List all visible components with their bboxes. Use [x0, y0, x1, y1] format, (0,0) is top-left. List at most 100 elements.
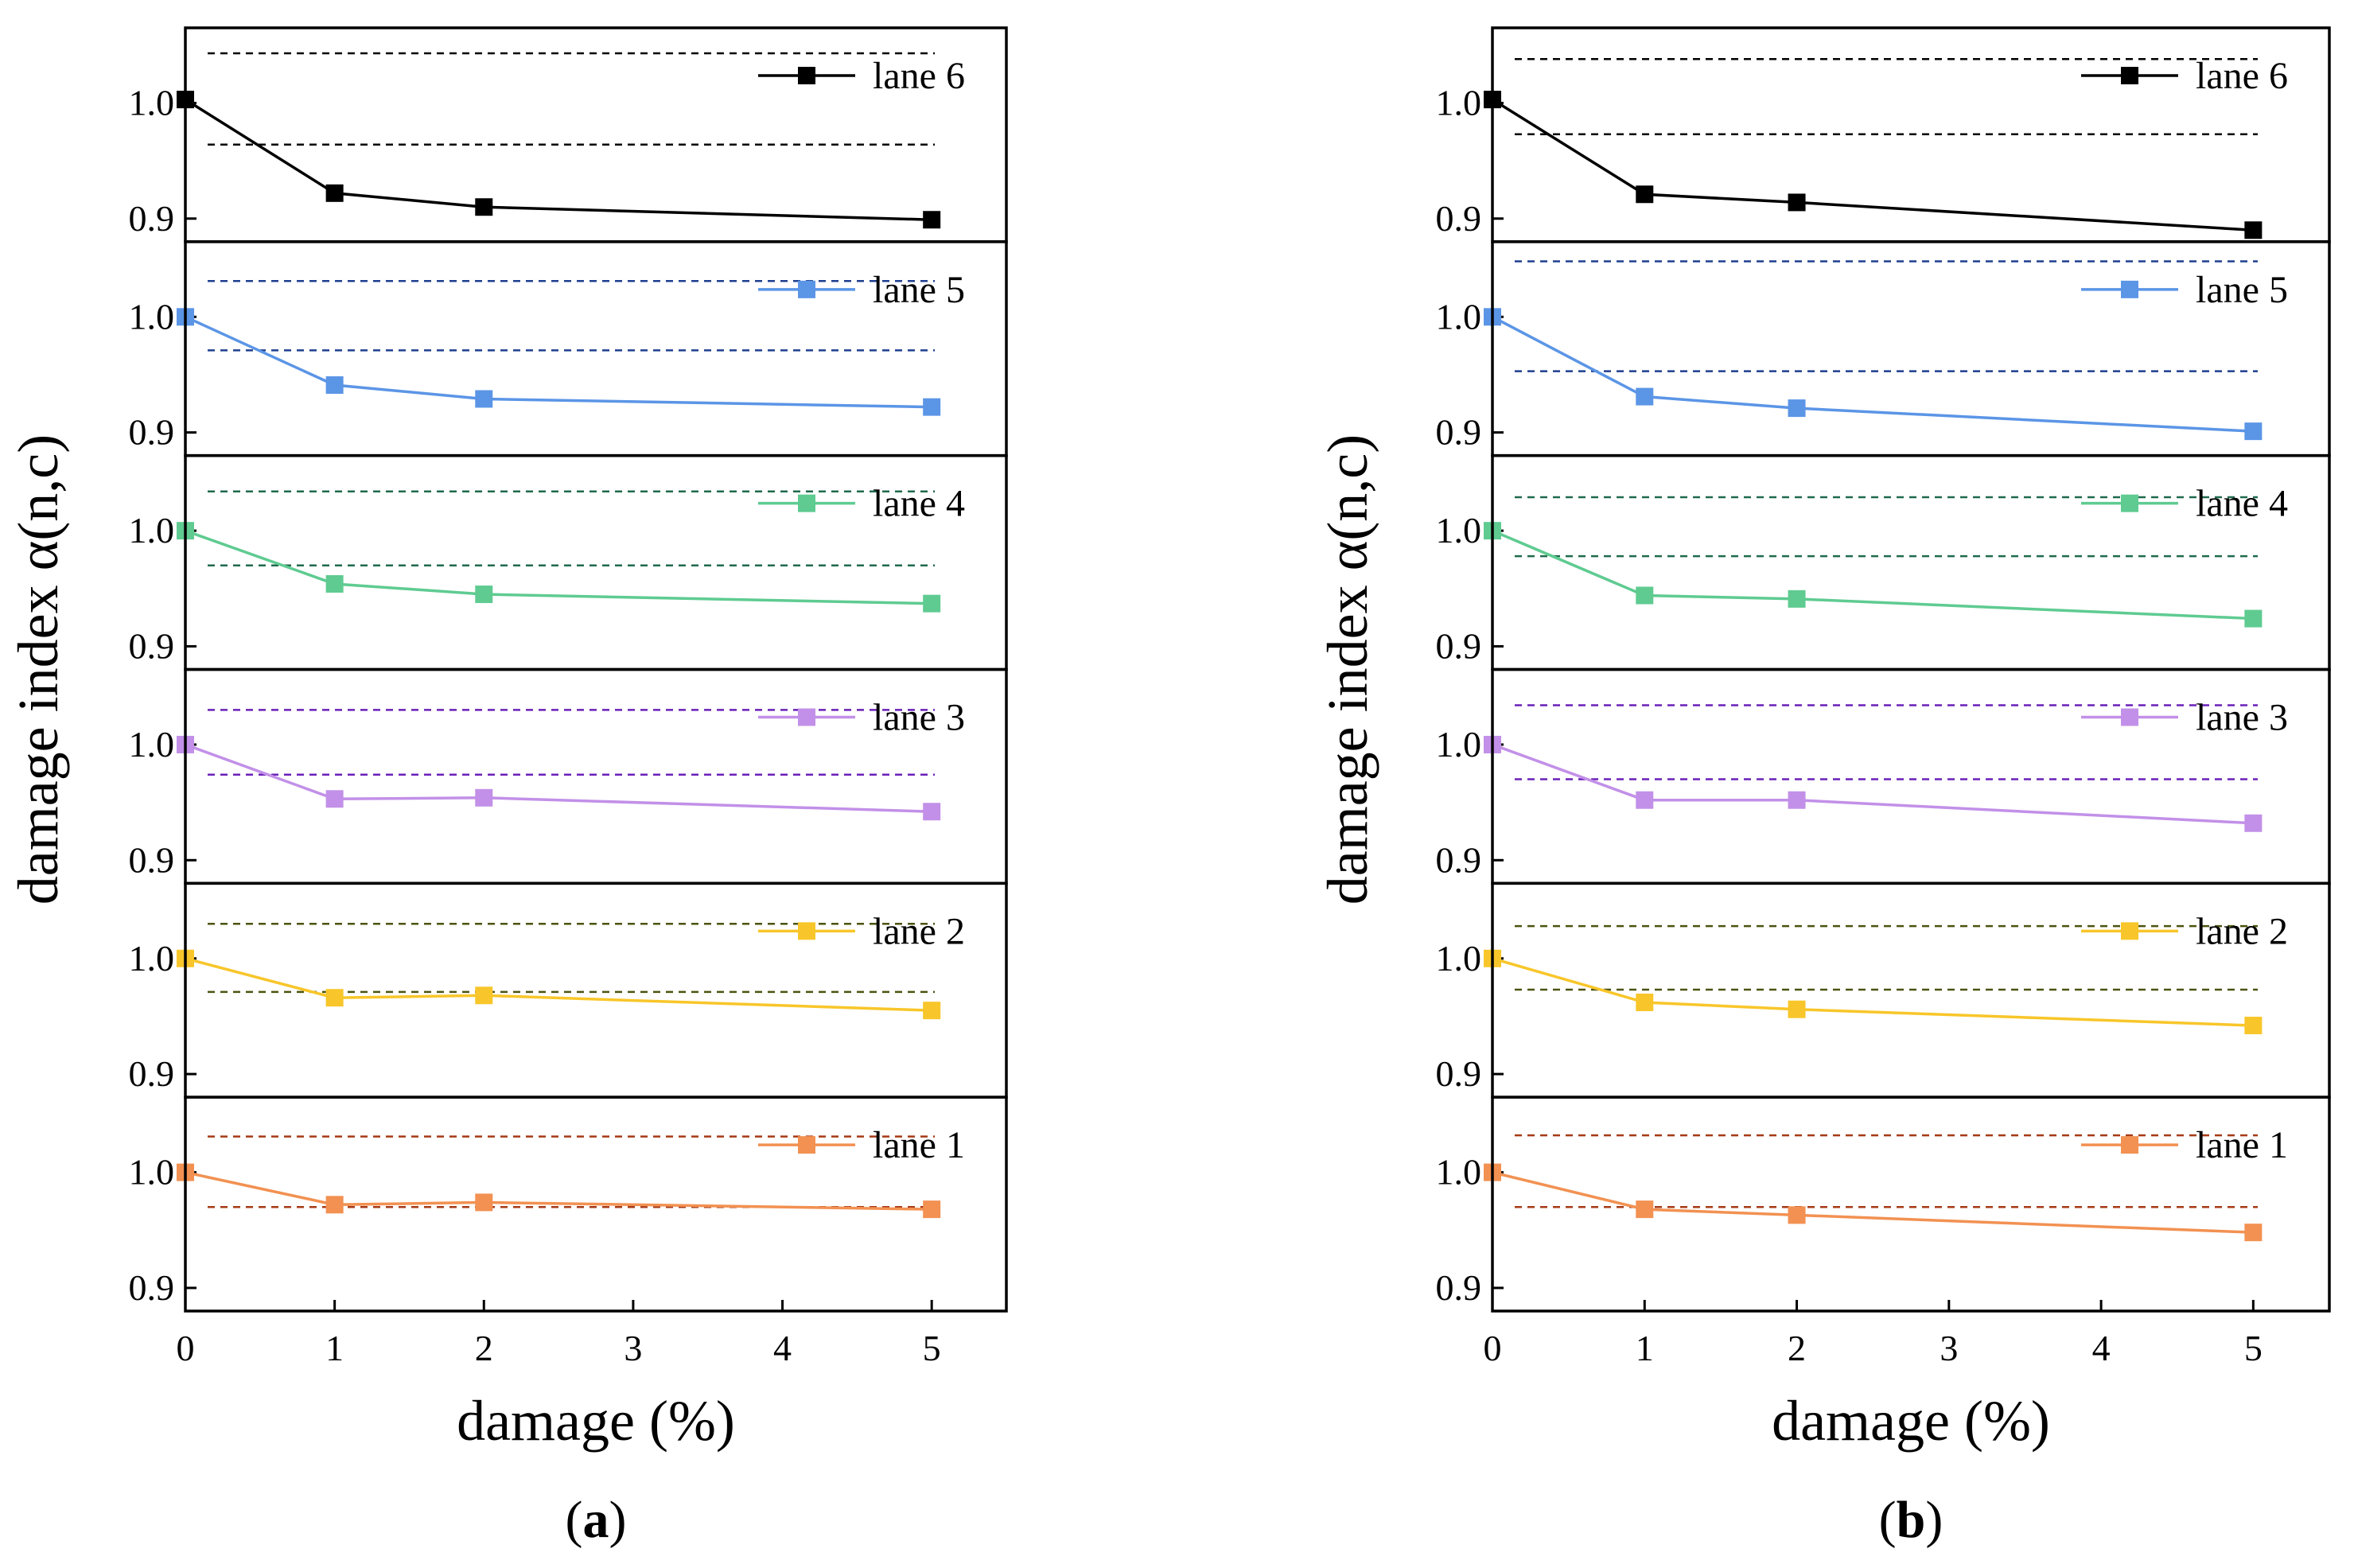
- data-point: [1788, 399, 1806, 418]
- legend-marker: [798, 67, 815, 84]
- data-point: [475, 986, 493, 1005]
- data-point: [325, 184, 344, 202]
- panel-label-close-paren: ): [1925, 1491, 1943, 1549]
- panel-label-close-paren: ): [609, 1491, 627, 1549]
- data-point: [1788, 1206, 1806, 1224]
- series-line: [185, 529, 932, 605]
- series-line: [185, 98, 932, 221]
- panel-label-letter: b: [1897, 1491, 1926, 1549]
- legend-label: lane 4: [873, 483, 965, 525]
- panel-label-open-paren: (: [566, 1491, 583, 1549]
- legend-label: lane 6: [2196, 55, 2288, 97]
- y-tick-label: 1.0: [1436, 1152, 1482, 1193]
- data-point: [325, 989, 344, 1007]
- data-point: [325, 376, 344, 395]
- data-point: [2244, 221, 2263, 239]
- legend-label: lane 4: [2196, 483, 2288, 525]
- data-point: [1788, 193, 1806, 212]
- legend-label: lane 5: [873, 269, 965, 311]
- y-tick-label: 1.0: [129, 724, 175, 765]
- x-tick-label: 4: [2092, 1328, 2111, 1368]
- series-line: [185, 1170, 932, 1211]
- subplot-lane-3: 0.9 1.0 lane 3: [129, 667, 1008, 885]
- y-tick-label: 0.9: [129, 1267, 175, 1308]
- data-point: [1636, 1200, 1654, 1219]
- legend-marker: [2121, 280, 2138, 298]
- subplot-lane-6: 0.9 1.0 lane 6: [129, 26, 1008, 243]
- data-point: [1788, 1000, 1806, 1018]
- legend-marker: [2121, 494, 2138, 512]
- legend-marker: [2121, 708, 2138, 726]
- y-axis-title: damage index α(n,c): [6, 434, 70, 905]
- x-tick-label: 3: [624, 1328, 642, 1368]
- legend-label: lane 2: [873, 910, 965, 952]
- x-tick-label: 2: [475, 1328, 493, 1368]
- subplot-lane-5: 0.9 1.0 lane 5: [1436, 240, 2331, 457]
- subplot-lane-6: 0.9 1.0 lane 6: [1436, 26, 2331, 243]
- data-point: [1636, 994, 1654, 1012]
- legend-marker: [798, 280, 815, 298]
- data-point: [923, 803, 941, 821]
- legend-marker: [798, 494, 815, 512]
- data-point: [1788, 791, 1806, 809]
- y-tick-label: 0.9: [129, 625, 175, 666]
- legend-label: lane 6: [873, 55, 965, 97]
- x-tick-label: 1: [325, 1328, 344, 1368]
- series-line: [1492, 98, 2254, 232]
- series-line: [1492, 315, 2254, 433]
- data-point: [475, 788, 493, 807]
- x-axis-title: damage (%): [1772, 1389, 2050, 1453]
- data-point: [475, 586, 493, 604]
- y-tick-label: 0.9: [129, 198, 175, 239]
- data-point: [923, 211, 941, 229]
- subplot-lane-3: 0.9 1.0 lane 3: [1436, 667, 2331, 885]
- subplot-lane-2: 0.9 1.0 lane 2: [129, 881, 1008, 1099]
- y-tick-label: 0.9: [129, 412, 175, 453]
- data-point: [325, 574, 344, 593]
- y-tick-label: 1.0: [1436, 724, 1482, 765]
- subplot-lane-4: 0.9 1.0 lane 4: [129, 453, 1008, 671]
- data-point: [1636, 586, 1654, 605]
- y-tick-label: 0.9: [129, 839, 175, 880]
- data-point: [2244, 609, 2263, 628]
- legend-label: lane 3: [873, 697, 965, 739]
- y-tick-label: 1.0: [129, 938, 175, 979]
- legend-marker: [798, 1136, 815, 1154]
- data-point: [1636, 791, 1654, 809]
- x-tick-label: 0: [177, 1328, 195, 1368]
- x-tick-label: 5: [2244, 1328, 2263, 1368]
- data-point: [1788, 589, 1806, 608]
- legend-label: lane 5: [2196, 269, 2288, 311]
- series-line: [185, 743, 932, 813]
- subplot-lane-1: 0.9 1.0 lane 1: [1436, 1095, 2331, 1313]
- y-tick-label: 0.9: [1436, 1053, 1482, 1094]
- series-line: [1492, 957, 2254, 1027]
- y-tick-label: 0.9: [1436, 839, 1482, 880]
- legend-label: lane 3: [2196, 697, 2288, 739]
- x-tick-label: 1: [1636, 1328, 1654, 1368]
- panel-label: (b): [1879, 1491, 1944, 1549]
- panel-label-letter: a: [583, 1491, 609, 1549]
- data-point: [2244, 1017, 2263, 1035]
- panel-label-open-paren: (: [1879, 1491, 1897, 1549]
- y-tick-label: 1.0: [129, 1152, 175, 1193]
- legend-marker: [798, 708, 815, 726]
- data-point: [325, 1196, 344, 1214]
- chart-panel-a: 0.9 1.0 lane 6 0.9 1.0 lane 5 0.9 1.0 lane 4 0.9 1…: [6, 26, 1008, 1549]
- x-tick-label: 2: [1788, 1328, 1806, 1368]
- data-point: [923, 594, 941, 613]
- data-point: [923, 1200, 941, 1219]
- panel-label: (a): [566, 1491, 627, 1549]
- data-point: [923, 398, 941, 416]
- data-point: [923, 1002, 941, 1020]
- data-point: [475, 198, 493, 216]
- x-tick-label: 0: [1484, 1328, 1502, 1368]
- y-tick-label: 0.9: [1436, 412, 1482, 453]
- legend-label: lane 1: [2196, 1124, 2288, 1166]
- y-tick-label: 1.0: [129, 296, 175, 337]
- y-tick-label: 0.9: [129, 1053, 175, 1094]
- legend-marker: [798, 922, 815, 940]
- subplot-lane-2: 0.9 1.0 lane 2: [1436, 881, 2331, 1099]
- x-tick-label: 4: [773, 1328, 792, 1368]
